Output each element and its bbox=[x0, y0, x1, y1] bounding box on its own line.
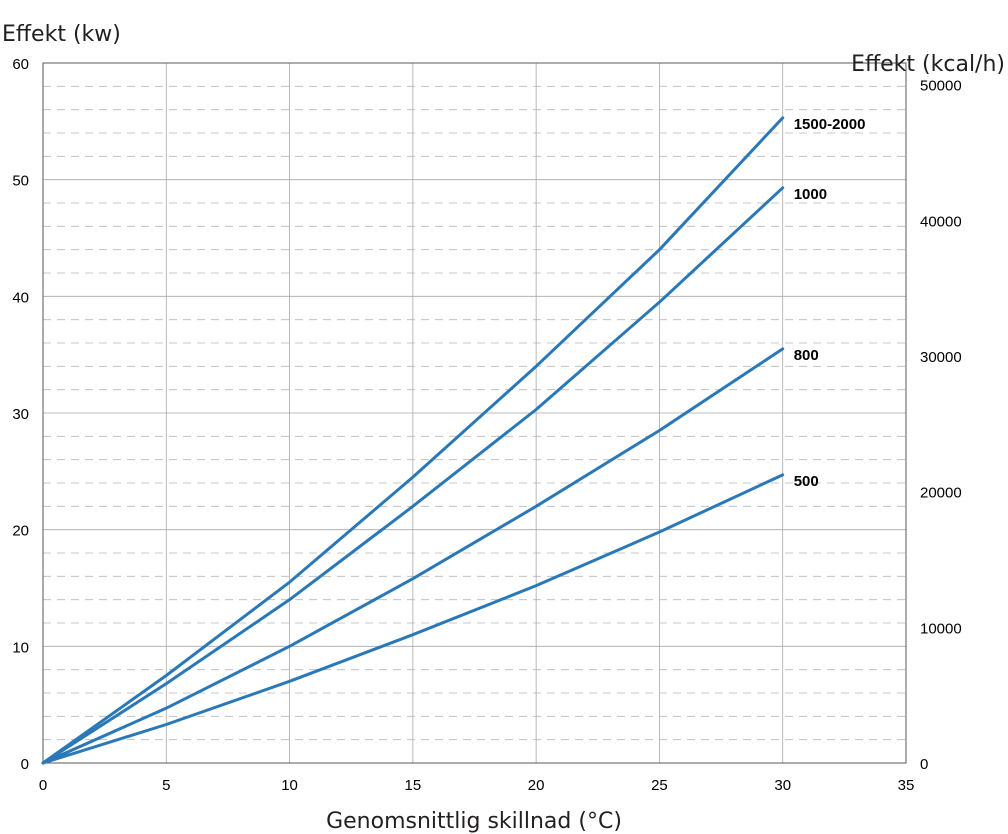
x-tick-label: 15 bbox=[405, 777, 422, 794]
y2-tick-labels: 0 10000 20000 30000 40000 50000 bbox=[920, 78, 962, 773]
y-tick-label: 40 bbox=[12, 289, 29, 306]
major-gridlines bbox=[43, 63, 906, 763]
y-tick-label: 10 bbox=[12, 639, 29, 656]
y-tick-label: 50 bbox=[12, 173, 29, 190]
series-line-1000 bbox=[41, 186, 785, 765]
y-tick-label: 20 bbox=[12, 523, 29, 540]
series-label-1000: 1000 bbox=[794, 186, 827, 203]
x-tick-label: 25 bbox=[651, 777, 668, 794]
y2-tick-label: 40000 bbox=[920, 213, 962, 230]
y2-tick-label: 0 bbox=[920, 756, 928, 773]
series-label-800: 800 bbox=[794, 347, 819, 364]
x-tick-label: 20 bbox=[528, 777, 545, 794]
y-tick-label: 60 bbox=[12, 56, 29, 73]
y2-axis-title: Effekt (kcal/h) bbox=[851, 52, 1005, 77]
x-tick-label: 5 bbox=[162, 777, 170, 794]
series-line-500 bbox=[41, 473, 785, 765]
x-tick-label: 35 bbox=[898, 777, 915, 794]
x-tick-label: 0 bbox=[39, 777, 47, 794]
series-line-1500-2000 bbox=[41, 116, 785, 765]
series-label-500: 500 bbox=[794, 473, 819, 490]
y2-tick-label: 10000 bbox=[920, 620, 962, 637]
y-tick-labels: 0 10 20 30 40 50 60 bbox=[12, 56, 29, 773]
x-axis-title: Genomsnittlig skillnad (°C) bbox=[326, 809, 622, 834]
plot-frame bbox=[42, 62, 907, 764]
y-tick-label: 30 bbox=[12, 406, 29, 423]
y2-tick-label: 30000 bbox=[920, 349, 962, 366]
series-lines bbox=[41, 116, 785, 765]
x-tick-labels: 0 5 10 15 20 25 30 35 bbox=[39, 777, 915, 794]
series-label-1500-2000: 1500-2000 bbox=[794, 116, 866, 133]
y2-tick-label: 20000 bbox=[920, 485, 962, 502]
x-tick-label: 10 bbox=[281, 777, 298, 794]
y2-tick-label: 50000 bbox=[920, 78, 962, 95]
x-tick-label: 30 bbox=[774, 777, 791, 794]
y-tick-label: 0 bbox=[21, 756, 29, 773]
series-line-800 bbox=[41, 347, 785, 765]
y-axis-title: Effekt (kw) bbox=[2, 22, 121, 47]
minor-gridlines bbox=[43, 85, 906, 741]
series-labels: 1500-2000 1000 800 500 bbox=[794, 116, 866, 490]
